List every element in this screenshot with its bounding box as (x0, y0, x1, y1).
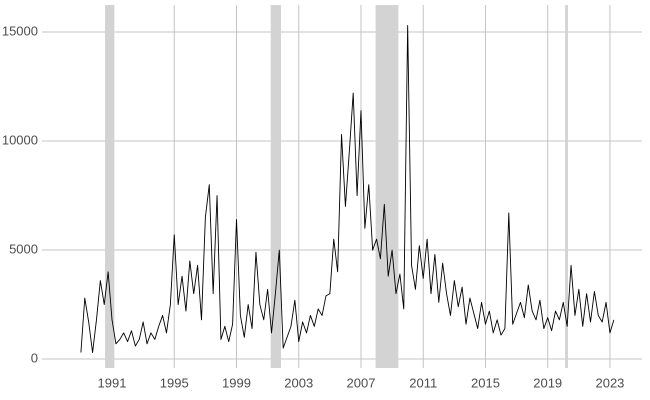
x-tick-label: 2011 (409, 375, 437, 390)
y-tick-label: 10000 (2, 132, 38, 147)
x-tick-label: 1991 (98, 375, 127, 390)
y-tick-label: 0 (31, 350, 38, 365)
data-line (80, 25, 615, 353)
x-tick-label: 1999 (222, 375, 251, 390)
x-tick-label: 2015 (471, 375, 500, 390)
recession-band (270, 5, 282, 368)
x-tick-label: 1995 (160, 375, 189, 390)
x-tick-label: 2023 (595, 375, 624, 390)
y-tick-label: 15000 (2, 23, 38, 38)
recession-band (565, 5, 568, 368)
x-tick-label: 2007 (347, 375, 376, 390)
recession-band (375, 5, 399, 368)
recession-band (105, 5, 115, 368)
y-tick-label: 5000 (9, 241, 38, 256)
x-tick-label: 2003 (284, 375, 313, 390)
x-tick-label: 2019 (533, 375, 562, 390)
